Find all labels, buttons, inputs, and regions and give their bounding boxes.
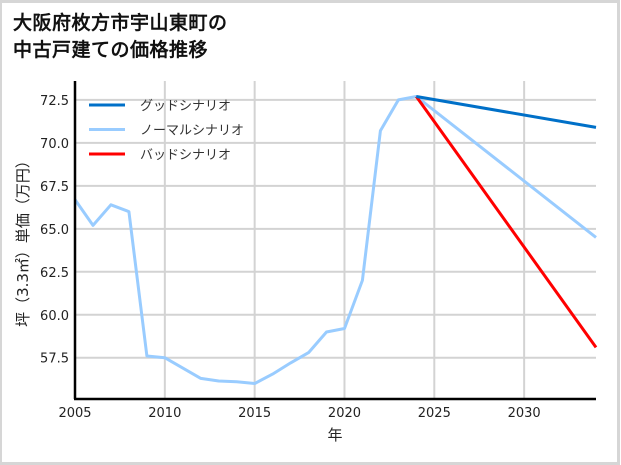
y-axis-title: 坪（3.3㎡）単価（万円） [14,153,32,327]
x-tick-label: 2020 [328,406,361,421]
x-axis-title: 年 [327,426,342,444]
grid-lines [75,81,596,399]
x-tick-label: 2030 [508,406,541,421]
series-line-bad [415,95,598,349]
x-tick-label: 2010 [148,406,181,421]
x-tick-labels: 2005 2010 2015 2020 2025 2030 [58,406,540,421]
chart-title-line-1: 大阪府枚方市宇山東町の [13,12,228,34]
chart-title-line-2: 中古戸建ての価格推移 [13,39,209,61]
x-tick-label: 2005 [58,406,91,421]
y-tick-label: 72.5 [40,94,69,109]
y-tick-label: 60.0 [40,309,69,324]
y-tick-label: 67.5 [40,180,69,195]
y-tick-label: 65.0 [40,223,69,238]
legend-label-normal: ノーマルシナリオ [140,124,244,139]
series-line-good [416,95,597,129]
y-tick-labels: 57.5 60.0 62.5 65.0 67.5 70.0 72.5 [40,94,69,367]
plot-series [73,95,598,385]
axes [73,81,596,401]
y-tick-label: 62.5 [40,266,69,281]
x-tick-label: 2025 [418,406,451,421]
chart-title: 大阪府枚方市宇山東町の 中古戸建ての価格推移 [13,10,228,64]
legend-label-bad: バッドシナリオ [140,148,231,163]
series-line-normal [73,95,597,385]
x-tick-label: 2015 [238,406,271,421]
legend-label-good: グッドシナリオ [140,99,231,114]
y-tick-label: 70.0 [40,137,69,152]
y-tick-label: 57.5 [40,352,69,367]
